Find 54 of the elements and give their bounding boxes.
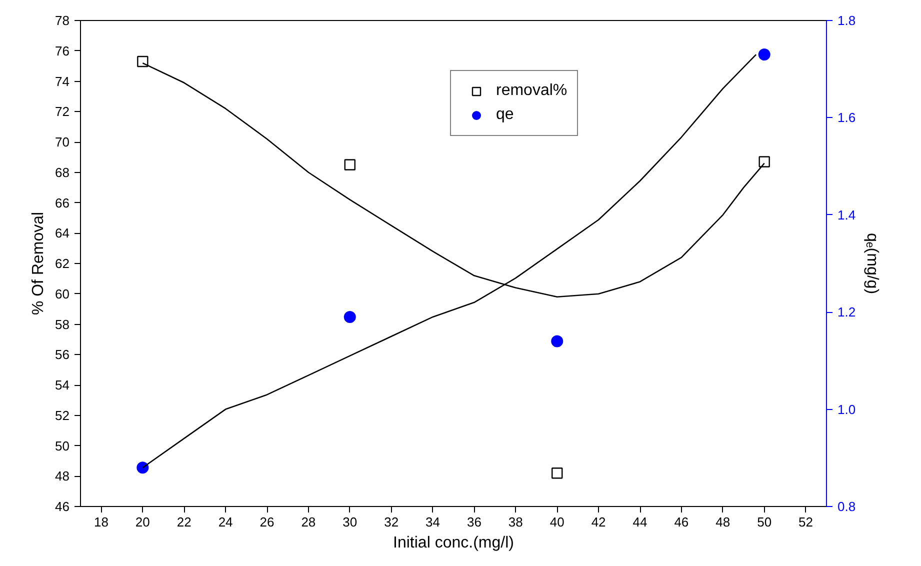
y-tick-label: 76 (55, 43, 70, 58)
y-tick-label: 58 (55, 316, 70, 332)
x-tick-label: 30 (342, 514, 358, 530)
y2-tick-label: 1.8 (838, 13, 856, 28)
y-tick-label: 60 (55, 286, 70, 302)
legend-label: removal% (496, 82, 568, 100)
x-tick-label: 42 (591, 514, 606, 530)
point (552, 467, 563, 479)
point (551, 335, 564, 348)
x-tick-label: 18 (94, 514, 108, 530)
y-tick-label: 66 (55, 195, 70, 210)
x-tick-label: 52 (798, 514, 814, 530)
point (344, 159, 356, 170)
y-tick-label: 54 (55, 378, 70, 392)
x-tick-label: 34 (426, 514, 440, 530)
y-tick-label: 72 (55, 104, 70, 120)
point (758, 156, 770, 168)
y2-tick-label: 1.6 (838, 110, 856, 126)
y-tick-label: 74 (55, 74, 70, 89)
point (136, 462, 149, 474)
x-tick-label: 38 (508, 514, 523, 530)
y-tick-label: 48 (55, 468, 70, 484)
y-axis-title: % Of Removal (30, 212, 48, 316)
point (758, 48, 770, 61)
x-tick-label: 20 (135, 514, 150, 530)
y-tick-label: 56 (55, 347, 70, 362)
x-tick-label: 24 (218, 514, 233, 530)
x-tick-label: 44 (632, 514, 648, 530)
y-tick-label: 64 (55, 226, 70, 241)
y-tick-label: 46 (55, 499, 70, 514)
point (344, 310, 356, 323)
y2-axis-title: qₑ(mg/g) (864, 232, 881, 294)
x-tick-label: 46 (674, 514, 689, 530)
y2-tick-label: 0.8 (838, 499, 856, 514)
x-tick-label: 36 (466, 514, 482, 530)
x-tick-label: 32 (384, 514, 399, 530)
y2-tick-label: 1.2 (838, 304, 856, 320)
x-axis-title: Initial conc.(mg/l) (393, 534, 514, 552)
y2-tick-label: 1.0 (838, 402, 856, 417)
legend-label: qe (496, 106, 515, 124)
y-tick-label: 68 (55, 164, 70, 180)
x-tick-label: 22 (176, 514, 192, 530)
x-tick-label: 26 (260, 514, 274, 530)
x-tick-label: 48 (716, 514, 730, 530)
y2-tick-label: 1.4 (838, 207, 856, 222)
x-tick-label: 40 (550, 514, 564, 530)
point (137, 56, 148, 68)
y-tick-label: 50 (55, 438, 70, 454)
y-tick-label: 70 (55, 134, 70, 150)
x-tick-label: 50 (757, 514, 772, 530)
y-tick-label: 78 (55, 13, 70, 28)
y-tick-label: 52 (55, 408, 70, 423)
y-tick-label: 62 (55, 256, 70, 271)
x-tick-label: 28 (301, 514, 316, 530)
